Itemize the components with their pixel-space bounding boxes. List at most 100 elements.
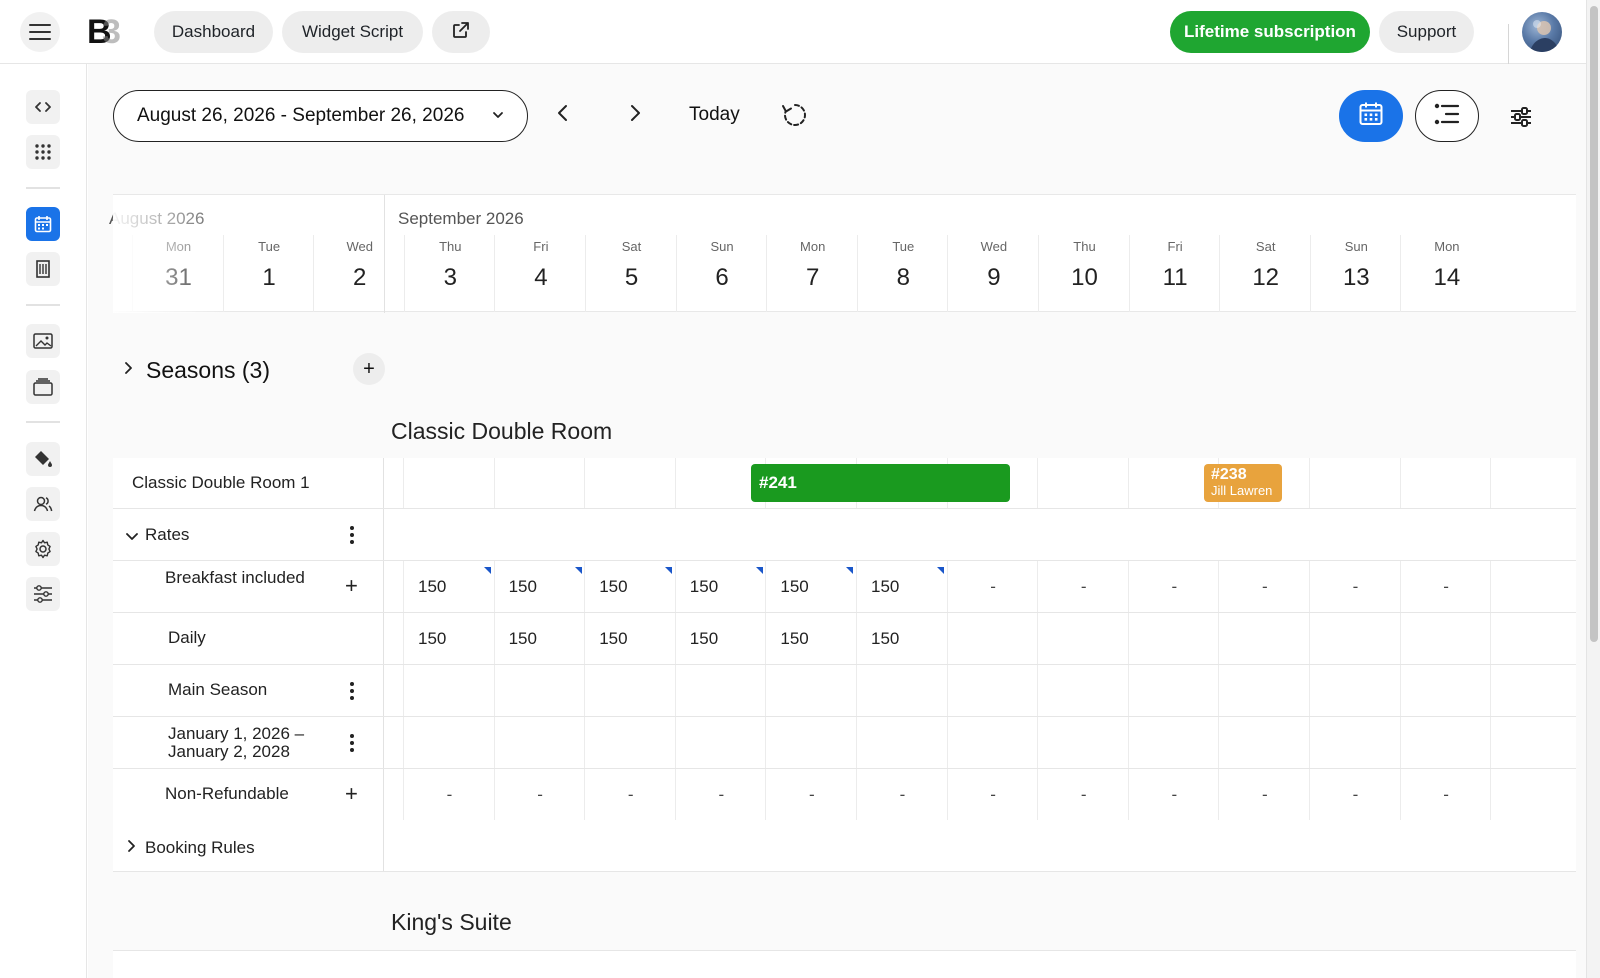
grid-cell[interactable] xyxy=(403,458,495,508)
grid-cell[interactable] xyxy=(1399,458,1492,508)
day-column-header[interactable]: Thu 3 xyxy=(403,235,496,312)
rate-cell[interactable] xyxy=(1218,717,1310,768)
rate-cell[interactable]: 150 xyxy=(403,561,495,612)
rates-toggle[interactable]: Rates xyxy=(113,509,384,560)
seasons-toggle[interactable]: Seasons (3) xyxy=(124,352,270,388)
rate-cell[interactable] xyxy=(946,613,1039,664)
rate-cell[interactable] xyxy=(1127,613,1220,664)
rate-cell[interactable]: - xyxy=(403,769,495,820)
today-button[interactable]: Today xyxy=(689,104,740,125)
rate-cell[interactable] xyxy=(1309,665,1401,716)
lifetime-subscription-button[interactable]: Lifetime subscription xyxy=(1170,11,1370,53)
support-button[interactable]: Support xyxy=(1379,11,1474,53)
grid-cell[interactable] xyxy=(1490,458,1582,508)
rate-cell[interactable]: - xyxy=(1309,769,1401,820)
code-icon[interactable] xyxy=(26,90,60,124)
rate-cell[interactable] xyxy=(1490,717,1582,768)
rate-cell[interactable] xyxy=(946,665,1039,716)
day-column-header[interactable]: Sun 13 xyxy=(1309,235,1402,312)
gallery-icon[interactable] xyxy=(26,370,60,404)
rate-cell[interactable]: - xyxy=(1218,769,1310,820)
rate-cell[interactable]: 150 xyxy=(403,613,495,664)
rate-cell[interactable] xyxy=(493,665,586,716)
rate-cell[interactable] xyxy=(584,717,676,768)
rate-cell[interactable]: - xyxy=(1399,561,1492,612)
booking-bar[interactable]: #241 xyxy=(751,464,1010,502)
more-options-icon[interactable] xyxy=(342,523,362,547)
rate-cell[interactable] xyxy=(1218,613,1310,664)
rate-cell[interactable] xyxy=(856,717,948,768)
rate-cell[interactable] xyxy=(584,665,676,716)
rate-cell[interactable]: - xyxy=(493,769,586,820)
rate-cell[interactable]: - xyxy=(1399,769,1492,820)
rate-cell[interactable] xyxy=(946,717,1039,768)
rate-cell[interactable]: - xyxy=(1309,561,1401,612)
rate-cell[interactable]: 150 xyxy=(856,561,948,612)
open-external-button[interactable] xyxy=(432,11,490,53)
rate-cell[interactable]: - xyxy=(1127,769,1220,820)
day-column-header[interactable]: Sat 12 xyxy=(1219,235,1311,312)
rate-cell[interactable]: - xyxy=(1037,769,1129,820)
rate-cell[interactable]: - xyxy=(946,769,1039,820)
day-column-header[interactable]: Tue 8 xyxy=(856,235,949,312)
day-column-header[interactable]: Thu 10 xyxy=(1038,235,1130,312)
more-options-icon[interactable] xyxy=(342,731,362,755)
day-column-header[interactable]: Mon 14 xyxy=(1400,235,1492,312)
grid-cell[interactable] xyxy=(674,458,767,508)
more-options-icon[interactable] xyxy=(342,679,362,703)
rate-cell[interactable]: - xyxy=(1037,561,1129,612)
rate-cell[interactable] xyxy=(1490,665,1582,716)
grid-cell[interactable] xyxy=(493,458,586,508)
rate-cell[interactable]: - xyxy=(856,769,948,820)
building-icon[interactable] xyxy=(26,252,60,286)
rate-cell[interactable]: 150 xyxy=(765,561,857,612)
rate-cell[interactable]: - xyxy=(1127,561,1220,612)
rate-cell[interactable] xyxy=(1127,717,1220,768)
menu-icon[interactable] xyxy=(20,12,60,52)
day-column-header[interactable]: Wed 2 xyxy=(313,235,405,312)
sliders-icon[interactable] xyxy=(26,577,60,611)
filter-settings-icon[interactable] xyxy=(1506,102,1536,132)
add-rate-button[interactable]: + xyxy=(345,781,358,806)
apps-grid-icon[interactable] xyxy=(26,135,60,169)
next-period-button[interactable] xyxy=(620,100,650,130)
rate-cell[interactable] xyxy=(493,717,586,768)
grid-cell[interactable] xyxy=(1037,458,1129,508)
user-avatar[interactable] xyxy=(1522,12,1562,52)
rate-cell[interactable]: - xyxy=(674,769,767,820)
rate-cell[interactable] xyxy=(1127,665,1220,716)
grid-cell[interactable] xyxy=(584,458,676,508)
rate-cell[interactable]: 150 xyxy=(674,561,767,612)
gear-icon[interactable] xyxy=(26,532,60,566)
calendar-view-button[interactable] xyxy=(1339,90,1403,142)
rate-cell[interactable]: - xyxy=(946,561,1039,612)
add-rate-button[interactable]: + xyxy=(345,573,358,598)
rate-cell[interactable] xyxy=(765,717,857,768)
users-icon[interactable] xyxy=(26,487,60,521)
app-logo[interactable]: B 3 xyxy=(87,13,121,51)
image-icon[interactable] xyxy=(26,324,60,358)
rate-cell[interactable]: 150 xyxy=(584,561,676,612)
rate-cell[interactable] xyxy=(1490,769,1582,820)
rate-cell[interactable] xyxy=(1399,613,1492,664)
rate-cell[interactable] xyxy=(1399,665,1492,716)
rate-cell[interactable] xyxy=(1218,665,1310,716)
previous-period-button[interactable] xyxy=(548,100,578,130)
rate-cell[interactable] xyxy=(674,717,767,768)
vertical-scrollbar[interactable] xyxy=(1586,0,1600,978)
widget-script-button[interactable]: Widget Script xyxy=(282,11,423,53)
rate-cell[interactable]: 150 xyxy=(856,613,948,664)
rate-cell[interactable]: - xyxy=(584,769,676,820)
rate-cell[interactable]: 150 xyxy=(493,561,586,612)
day-column-header[interactable]: Fri 11 xyxy=(1128,235,1221,312)
rate-cell[interactable] xyxy=(856,665,948,716)
grid-cell[interactable] xyxy=(1309,458,1401,508)
refresh-icon[interactable] xyxy=(780,100,810,130)
list-view-button[interactable] xyxy=(1415,90,1479,142)
booking-rules-toggle[interactable]: Booking Rules xyxy=(113,820,384,871)
grid-cell[interactable] xyxy=(1127,458,1220,508)
rate-cell[interactable] xyxy=(403,665,495,716)
rate-cell[interactable]: - xyxy=(1218,561,1310,612)
booking-bar[interactable]: #238 Jill Lawren xyxy=(1204,464,1282,502)
rate-cell[interactable] xyxy=(403,717,495,768)
